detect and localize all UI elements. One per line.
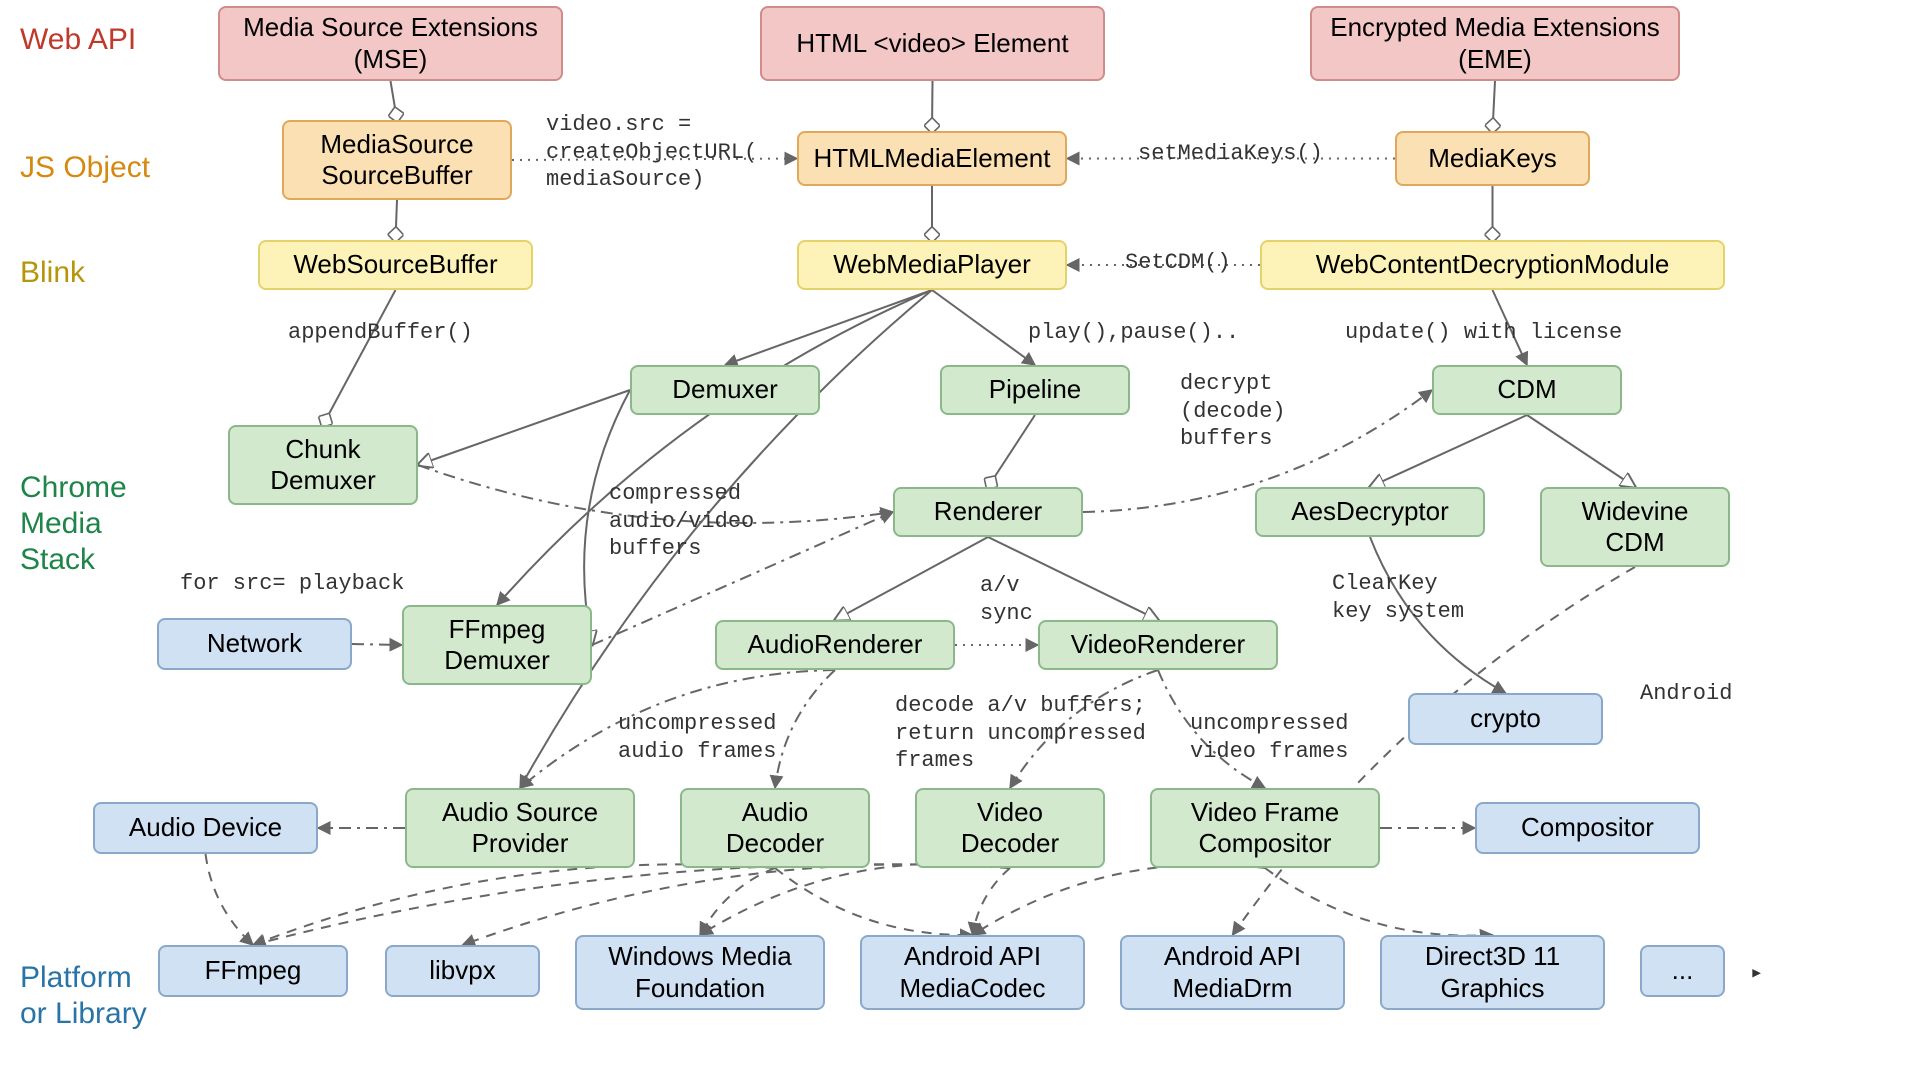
edge-mediasource-websrcbuf xyxy=(396,200,398,240)
edge-label-l-scroll: ▸ xyxy=(1750,960,1763,988)
node-ffmpegdmx: FFmpeg Demuxer xyxy=(402,605,592,685)
edge-label-l-compressed: compressed audio/video buffers xyxy=(609,480,754,563)
node-cdm: CDM xyxy=(1432,365,1622,415)
node-htmlmedia: HTMLMediaElement xyxy=(797,131,1067,186)
node-d3d11: Direct3D 11 Graphics xyxy=(1380,935,1605,1010)
edge-vfc-amc xyxy=(973,865,1266,935)
node-wcdm: WebContentDecryptionModule xyxy=(1260,240,1725,290)
layer-label-platform: Platform or Library xyxy=(20,960,147,1032)
edge-label-l-setmediakeys: setMediaKeys() xyxy=(1138,140,1323,168)
edge-audiodev-ffmpeg xyxy=(206,854,254,945)
edge-label-l-decrypt: decrypt (decode) buffers xyxy=(1180,370,1286,453)
node-libvpx: libvpx xyxy=(385,945,540,997)
edge-label-l-decodeav: decode a/v buffers; return uncompressed … xyxy=(895,692,1146,775)
edge-label-l-update: update() with license xyxy=(1345,319,1622,347)
edge-label-l-videosrc: video.src = createObjectURL( mediaSource… xyxy=(546,111,757,194)
edge-vfc-d3d11 xyxy=(1265,868,1493,936)
node-widevine: Widevine CDM xyxy=(1540,487,1730,567)
node-demuxer: Demuxer xyxy=(630,365,820,415)
node-mediasource: MediaSource SourceBuffer xyxy=(282,120,512,200)
node-renderer: Renderer xyxy=(893,487,1083,537)
node-eme: Encrypted Media Extensions (EME) xyxy=(1310,6,1680,81)
edge-websrcbuf-chunkdmx xyxy=(323,290,396,425)
node-ffmpeg: FFmpeg xyxy=(158,945,348,997)
edge-audiodec-amc xyxy=(775,868,973,935)
diagram-stage: { "canvas": { "width": 1920, "height": 1… xyxy=(0,0,1920,1078)
edge-label-l-uncaudio: uncompressed audio frames xyxy=(618,710,776,765)
layer-label-cms: Chrome Media Stack xyxy=(20,470,127,578)
edge-audiorend-audiodec xyxy=(775,670,835,788)
edge-audiodec-wmf xyxy=(700,868,775,935)
node-compositor: Compositor xyxy=(1475,802,1700,854)
node-audiosrc: Audio Source Provider xyxy=(405,788,635,868)
edge-label-l-forsrc: for src= playback xyxy=(180,570,404,598)
edge-demuxer-chunkdmx xyxy=(418,390,630,465)
node-amc: Android API MediaCodec xyxy=(860,935,1085,1010)
edge-cdm-widevine xyxy=(1527,415,1635,487)
node-crypto: crypto xyxy=(1408,693,1603,745)
node-amd: Android API MediaDrm xyxy=(1120,935,1345,1010)
node-vfc: Video Frame Compositor xyxy=(1150,788,1380,868)
node-webmediap: WebMediaPlayer xyxy=(797,240,1067,290)
layer-label-web-api: Web API xyxy=(20,22,136,58)
edge-mse-mediasource xyxy=(391,81,398,120)
node-audiodec: Audio Decoder xyxy=(680,788,870,868)
node-audiodev: Audio Device xyxy=(93,802,318,854)
edge-label-l-uncvideo: uncompressed video frames xyxy=(1190,710,1348,765)
node-videodec: Video Decoder xyxy=(915,788,1105,868)
edge-label-l-avsync: a/v sync xyxy=(980,572,1033,627)
edge-video-elem-htmlmedia xyxy=(932,81,933,131)
edge-videodec-wmf xyxy=(700,864,1010,935)
edge-videodec-libvpx xyxy=(463,864,1011,945)
node-aesdec: AesDecryptor xyxy=(1255,487,1485,537)
node-mse: Media Source Extensions (MSE) xyxy=(218,6,563,81)
edge-label-l-appendbuf: appendBuffer() xyxy=(288,319,473,347)
node-more: ... xyxy=(1640,945,1725,997)
edge-label-l-android: Android xyxy=(1640,680,1732,708)
edge-eme-mediakeys xyxy=(1493,81,1496,131)
edge-pipeline-renderer xyxy=(988,415,1035,487)
layer-label-blink: Blink xyxy=(20,255,85,291)
node-chunkdmx: Chunk Demuxer xyxy=(228,425,418,505)
edge-label-l-setcdm: SetCDM() xyxy=(1125,249,1231,277)
node-wmf: Windows Media Foundation xyxy=(575,935,825,1010)
node-network: Network xyxy=(157,618,352,670)
edge-label-l-clearkey: ClearKey key system xyxy=(1332,570,1464,625)
node-pipeline: Pipeline xyxy=(940,365,1130,415)
edge-renderer-audiorend xyxy=(835,537,988,620)
node-audiorend: AudioRenderer xyxy=(715,620,955,670)
edge-network-ffmpegdmx xyxy=(352,644,402,645)
edge-webmediap-pipeline xyxy=(932,290,1035,365)
layer-label-js-object: JS Object xyxy=(20,150,150,186)
edge-audiodec-ffmpeg xyxy=(253,864,775,945)
node-videorend: VideoRenderer xyxy=(1038,620,1278,670)
edge-videodec-ffmpeg xyxy=(253,864,1010,945)
node-websrcbuf: WebSourceBuffer xyxy=(258,240,533,290)
edge-label-l-playpause: play(),pause().. xyxy=(1028,319,1239,347)
edge-videodec-amc xyxy=(973,868,1011,935)
node-video-elem: HTML <video> Element xyxy=(760,6,1105,81)
edge-cdm-aesdec xyxy=(1370,415,1527,487)
edge-webmediap-demuxer xyxy=(725,290,932,365)
node-mediakeys: MediaKeys xyxy=(1395,131,1590,186)
